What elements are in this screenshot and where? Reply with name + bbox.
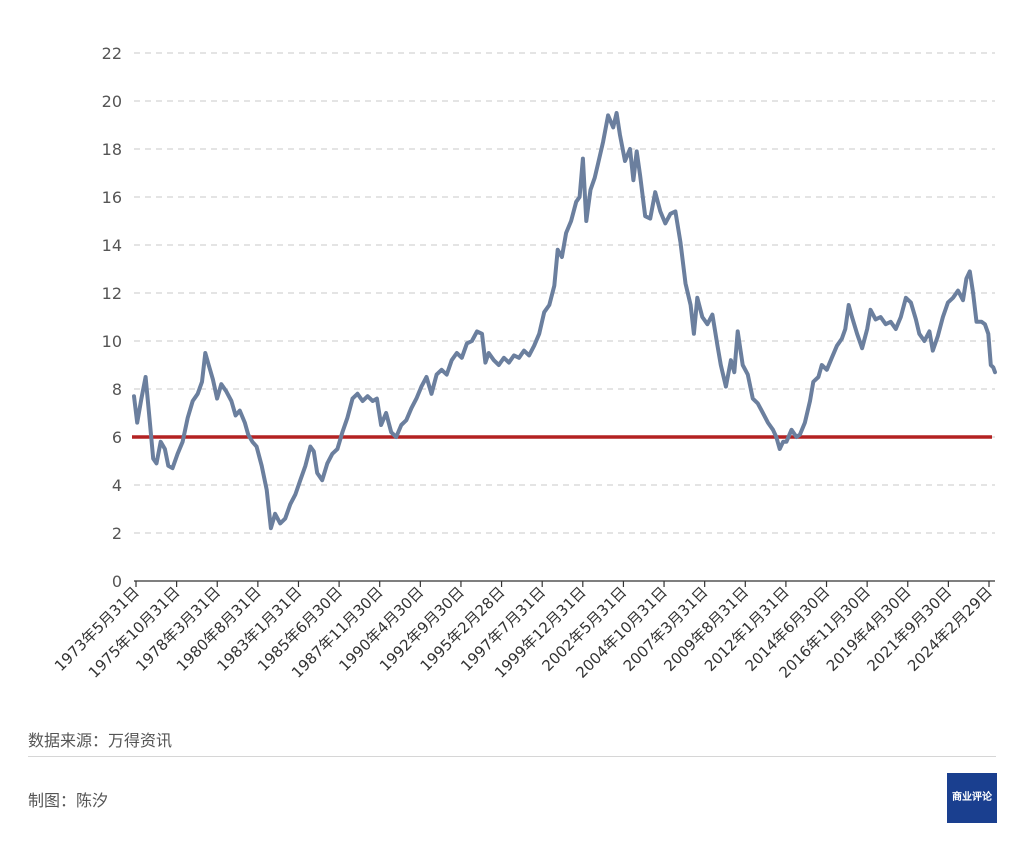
chart-credit: 制图：陈汐 xyxy=(28,791,109,810)
gridlines xyxy=(134,52,995,534)
y-tick-label: 12 xyxy=(102,284,122,303)
y-tick-label: 0 xyxy=(112,572,122,591)
y-tick-label: 10 xyxy=(102,332,122,351)
y-tick-label: 8 xyxy=(112,380,122,399)
y-tick-label: 22 xyxy=(102,44,122,63)
y-tick-label: 16 xyxy=(102,188,122,207)
y-tick-label: 14 xyxy=(102,236,122,255)
y-tick-label: 18 xyxy=(102,140,122,159)
series-line xyxy=(132,111,997,531)
footer-divider xyxy=(28,756,996,757)
publication-logo: 商业评论 xyxy=(947,773,997,823)
y-axis-ticks: 0 2 4 6 8 10 12 14 16 18 20 22 xyxy=(102,44,122,591)
data-source-note: 数据来源：万得资讯 xyxy=(28,731,173,750)
y-tick-label: 2 xyxy=(112,524,122,543)
x-axis-ticks: 1973年5月31日1975年10月31日1978年3月31日1980年8月31… xyxy=(51,581,996,682)
line-chart: 0 2 4 6 8 10 12 14 16 18 20 22 1973年5月31日1975年10月31… xyxy=(51,44,997,682)
logo-text: 商业评论 xyxy=(952,792,992,803)
y-tick-label: 20 xyxy=(102,92,122,111)
y-tick-label: 6 xyxy=(112,428,122,447)
y-tick-label: 4 xyxy=(112,476,122,495)
